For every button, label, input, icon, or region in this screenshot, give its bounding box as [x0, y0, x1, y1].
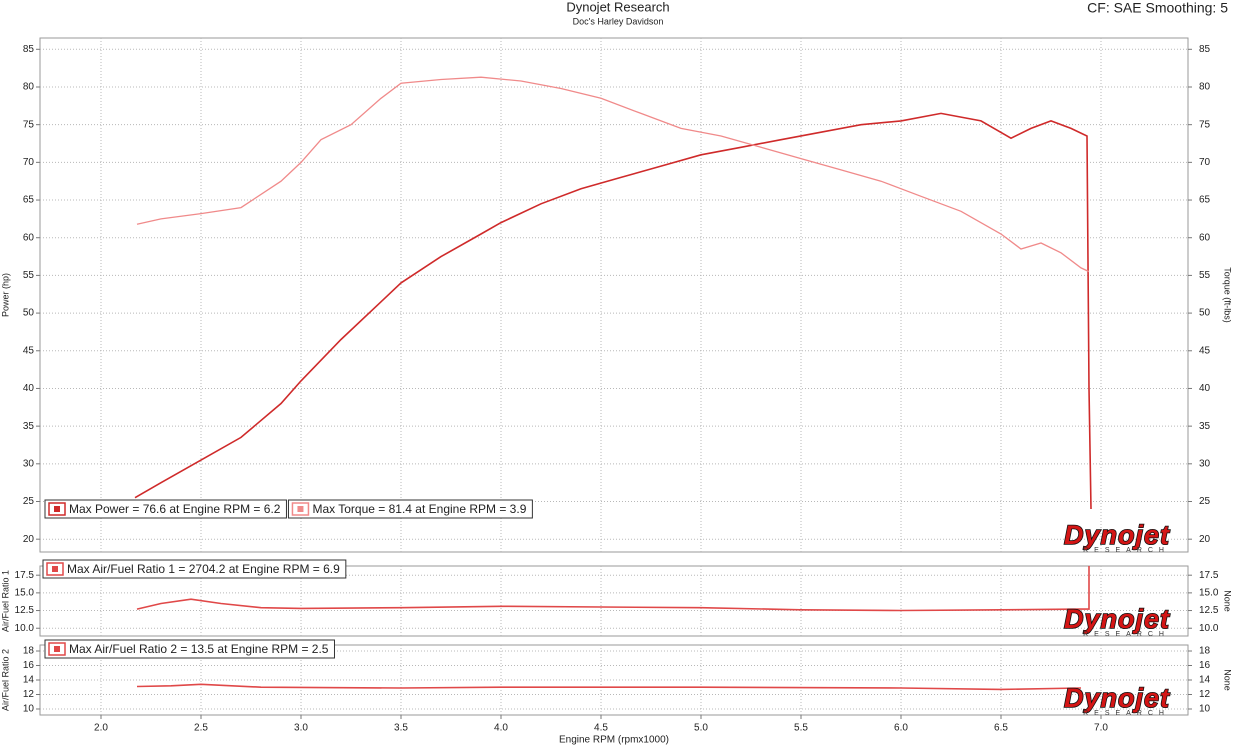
plot-frame [39, 37, 1189, 553]
legend-label: Max Power = 76.6 at Engine RPM = 6.2 [69, 502, 281, 516]
y-tick-label: 35 [23, 421, 35, 432]
logo-sub: RESEARCH [1083, 547, 1170, 554]
y2-tick-label: 16 [1199, 660, 1211, 671]
logo-sub: RESEARCH [1083, 631, 1170, 638]
y2-tick-label: 18 [1199, 646, 1211, 657]
y-tick-label: 75 [23, 119, 35, 130]
y2-tick-label: 12 [1199, 689, 1211, 700]
y2-tick-label: 65 [1199, 195, 1211, 206]
y-axis-title: Power (hp) [0, 273, 10, 317]
y2-tick-label: 70 [1199, 157, 1211, 168]
x-tick-label: 7.0 [1094, 723, 1108, 734]
y-axis-title: Air/Fuel Ratio 1 [0, 570, 10, 632]
y2-tick-label: 10 [1199, 704, 1211, 715]
logo-brand: Dynojet [1064, 520, 1170, 550]
x-tick-label: 3.5 [394, 723, 408, 734]
y2-tick-label: 35 [1199, 421, 1211, 432]
legend-entry: Max Air/Fuel Ratio 1 = 2704.2 at Engine … [42, 559, 347, 579]
y-tick-label: 16 [23, 660, 35, 671]
legend-swatch-fill [52, 566, 58, 572]
x-tick-label: 2.0 [94, 723, 108, 734]
y2-tick-label: 25 [1199, 496, 1211, 507]
y-tick-label: 14 [23, 675, 35, 686]
y2-tick-label: 30 [1199, 458, 1211, 469]
y2-tick-label: 85 [1199, 44, 1211, 55]
legend-swatch-fill [297, 506, 304, 512]
y-tick-label: 65 [23, 195, 35, 206]
y2-tick-label: 40 [1199, 383, 1211, 394]
x-tick-label: 2.5 [194, 723, 208, 734]
y-tick-label: 12.5 [15, 605, 35, 616]
legend-entry: Max Power = 76.6 at Engine RPM = 6.2 [44, 499, 287, 519]
x-tick-label: 6.5 [994, 723, 1008, 734]
x-tick-label: 5.5 [794, 723, 808, 734]
y-tick-label: 55 [23, 270, 35, 281]
series-line [134, 112, 1092, 510]
y2-tick-label: 10.0 [1199, 623, 1219, 634]
y-tick-label: 18 [23, 646, 35, 657]
y-tick-label: 80 [23, 82, 35, 93]
legend-label: Max Air/Fuel Ratio 2 = 13.5 at Engine RP… [69, 642, 329, 656]
chart-title: Dynojet Research [566, 0, 669, 14]
y2-tick-label: 45 [1199, 345, 1211, 356]
y2-axis-title: None [1223, 590, 1233, 612]
y2-tick-label: 20 [1199, 534, 1211, 545]
x-tick-label: 6.0 [894, 723, 908, 734]
legend-entry: Max Air/Fuel Ratio 2 = 13.5 at Engine RP… [44, 639, 335, 659]
logo-brand: Dynojet [1064, 604, 1170, 634]
legend-label: Max Torque = 81.4 at Engine RPM = 3.9 [312, 502, 526, 516]
y-tick-label: 10 [23, 704, 35, 715]
legend-box [44, 499, 287, 519]
legend-swatch-fill [54, 646, 60, 652]
y-axis-title: Air/Fuel Ratio 2 [0, 649, 10, 711]
y-tick-label: 40 [23, 383, 35, 394]
y-tick-label: 85 [23, 44, 35, 55]
x-tick-label: 3.0 [294, 723, 308, 734]
series-line [136, 566, 1090, 612]
y2-tick-label: 17.5 [1199, 570, 1219, 581]
legend-box [42, 559, 347, 579]
y2-tick-label: 55 [1199, 270, 1211, 281]
y-tick-label: 15.0 [15, 588, 35, 599]
legend-box [287, 499, 533, 519]
x-tick-label: 4.0 [494, 723, 508, 734]
legend-box [44, 639, 335, 659]
legend-entry: Max Torque = 81.4 at Engine RPM = 3.9 [287, 499, 533, 519]
y-tick-label: 50 [23, 308, 35, 319]
y-tick-label: 60 [23, 232, 35, 243]
y-tick-label: 70 [23, 157, 35, 168]
y2-tick-label: 75 [1199, 119, 1211, 130]
logo-brand: Dynojet [1064, 683, 1170, 713]
y2-axis-title: None [1223, 669, 1233, 691]
y2-axis-title: Torque (ft-lbs) [1223, 267, 1233, 323]
y-tick-label: 17.5 [15, 570, 35, 581]
y2-tick-label: 14 [1199, 675, 1211, 686]
y2-tick-label: 15.0 [1199, 588, 1219, 599]
y2-tick-label: 50 [1199, 308, 1211, 319]
legend-label: Max Air/Fuel Ratio 1 = 2704.2 at Engine … [67, 562, 340, 576]
x-axis-title: Engine RPM (rpmx1000) [559, 735, 669, 746]
y2-tick-label: 80 [1199, 82, 1211, 93]
y-tick-label: 20 [23, 534, 35, 545]
series-line [136, 683, 1082, 691]
series-line [136, 76, 1090, 273]
x-tick-label: 5.0 [694, 723, 708, 734]
logo-sub: RESEARCH [1083, 710, 1170, 717]
y-tick-label: 10.0 [15, 623, 35, 634]
y2-tick-label: 60 [1199, 232, 1211, 243]
y-tick-label: 45 [23, 345, 35, 356]
y-tick-label: 30 [23, 458, 35, 469]
settings-label: CF: SAE Smoothing: 5 [1087, 0, 1228, 16]
chart-subtitle: Doc's Harley Davidson [573, 16, 664, 26]
y-tick-label: 12 [23, 689, 35, 700]
legend-swatch-fill [54, 506, 60, 512]
x-tick-label: 4.5 [594, 723, 608, 734]
y-tick-label: 25 [23, 496, 35, 507]
y2-tick-label: 12.5 [1199, 605, 1219, 616]
